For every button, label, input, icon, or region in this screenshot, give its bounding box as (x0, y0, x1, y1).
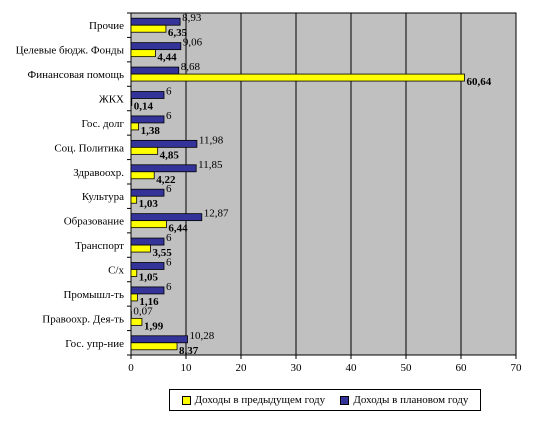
category-label-10: С/х (108, 265, 124, 277)
data-label-plan-year-0: 8,93 (182, 12, 202, 24)
bar-prev-year-7 (131, 196, 137, 203)
bar-prev-year-1 (131, 50, 155, 57)
data-label-plan-year-3: 6 (166, 86, 172, 98)
bar-prev-year-0 (131, 25, 166, 32)
legend-swatch-plan-year (340, 396, 349, 405)
category-label-1: Целевые бюдж. Фонды (16, 45, 125, 57)
data-label-plan-year-7: 6 (166, 183, 172, 195)
data-label-plan-year-10: 6 (166, 257, 172, 269)
data-label-prev-year-13: 8,37 (179, 345, 199, 357)
bar-plan-year-1 (131, 43, 181, 50)
x-tick-label-1: 10 (181, 362, 193, 374)
bar-plan-year-8 (131, 214, 202, 221)
data-label-prev-year-2: 60,64 (467, 76, 492, 88)
bar-plan-year-9 (131, 238, 164, 245)
bar-prev-year-5 (131, 147, 158, 154)
legend-item-plan-year: Доходы в плановом году (340, 394, 468, 406)
data-label-prev-year-1: 4,44 (157, 52, 177, 64)
category-label-4: Гос. долг (81, 118, 124, 130)
bar-prev-year-6 (131, 172, 154, 179)
bar-plan-year-13 (131, 336, 188, 343)
x-tick-label-3: 30 (291, 362, 303, 374)
data-label-plan-year-1: 9,06 (183, 37, 203, 49)
data-label-prev-year-12: 1,99 (144, 320, 164, 332)
x-tick-label-4: 40 (346, 362, 358, 374)
data-label-plan-year-11: 6 (166, 281, 172, 293)
bar-plan-year-2 (131, 67, 179, 74)
legend-label-prev-year: Доходы в предыдущем году (195, 394, 325, 406)
bar-prev-year-12 (131, 318, 142, 325)
data-label-plan-year-8: 12,87 (204, 208, 229, 220)
category-label-7: Культура (82, 191, 124, 203)
bar-plan-year-0 (131, 18, 180, 25)
data-label-plan-year-9: 6 (166, 232, 172, 244)
category-label-2: Финансовая помощь (28, 69, 124, 81)
category-label-5: Соц. Политика (54, 142, 124, 154)
data-label-plan-year-13: 10,28 (190, 330, 215, 342)
bar-prev-year-4 (131, 123, 139, 130)
x-tick-label-6: 60 (456, 362, 468, 374)
data-label-prev-year-10: 1,05 (139, 272, 159, 284)
category-label-6: Здравоохр. (73, 167, 124, 179)
x-tick-label-2: 20 (236, 362, 248, 374)
data-label-plan-year-4: 6 (166, 110, 172, 122)
data-label-plan-year-2: 8,68 (181, 61, 201, 73)
category-label-3: ЖКХ (99, 94, 124, 106)
category-label-0: Прочие (89, 20, 124, 32)
bar-plan-year-10 (131, 263, 164, 270)
bar-prev-year-2 (131, 74, 465, 81)
bar-prev-year-9 (131, 245, 151, 252)
bar-prev-year-13 (131, 343, 177, 350)
legend-swatch-prev-year (182, 396, 191, 405)
x-tick-label-7: 70 (511, 362, 523, 374)
bar-prev-year-11 (131, 294, 137, 301)
legend: Доходы в предыдущем году Доходы в планов… (169, 389, 481, 411)
category-label-11: Промышл-ть (63, 289, 124, 301)
category-label-9: Транспорт (75, 240, 124, 252)
bar-prev-year-3 (131, 99, 132, 106)
data-label-plan-year-12: 0,07 (133, 305, 153, 317)
x-tick-label-0: 0 (128, 362, 134, 374)
category-label-13: Гос. упр-ние (65, 338, 124, 350)
legend-label-plan-year: Доходы в плановом году (353, 394, 468, 406)
data-label-prev-year-4: 1,38 (141, 125, 161, 137)
bar-prev-year-8 (131, 221, 166, 228)
bar-plan-year-5 (131, 140, 197, 147)
data-label-prev-year-7: 1,03 (139, 198, 159, 210)
bar-plan-year-6 (131, 165, 196, 172)
category-label-8: Образование (64, 216, 124, 228)
bar-plan-year-4 (131, 116, 164, 123)
data-label-plan-year-5: 11,98 (199, 134, 224, 146)
bar-prev-year-10 (131, 270, 137, 277)
bar-plan-year-11 (131, 287, 164, 294)
bar-plan-year-7 (131, 189, 164, 196)
data-label-prev-year-3: 0,14 (134, 101, 154, 113)
x-tick-label-5: 50 (401, 362, 413, 374)
category-label-12: Правоохр. Дея-ть (42, 313, 124, 325)
data-label-prev-year-5: 4,85 (160, 149, 180, 161)
data-label-plan-year-6: 11,85 (198, 159, 223, 171)
bar-plan-year-3 (131, 92, 164, 99)
legend-item-prev-year: Доходы в предыдущем году (182, 394, 325, 406)
